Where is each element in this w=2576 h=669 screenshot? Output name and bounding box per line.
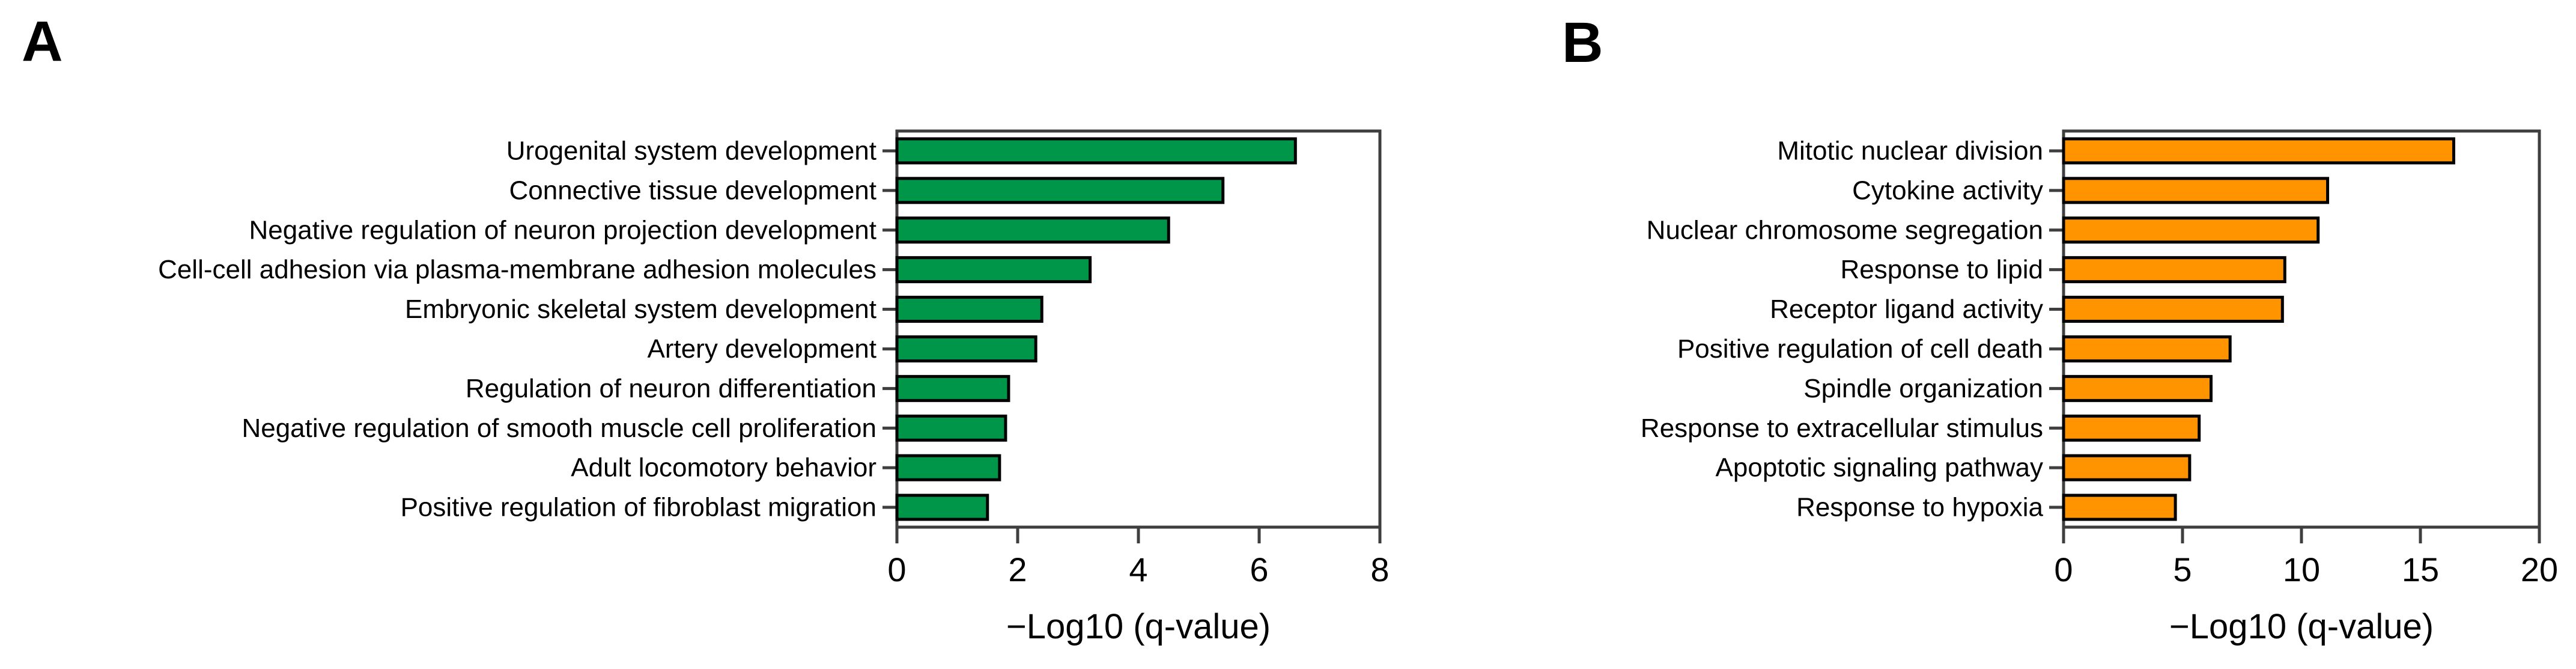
x-tick-label: 6: [1250, 551, 1268, 588]
bar: [895, 335, 1037, 362]
x-tick-label: 15: [2402, 551, 2439, 588]
bar: [895, 137, 1297, 165]
category-label: Mitotic nuclear division: [1777, 136, 2043, 165]
x-tick-label: 0: [887, 551, 906, 588]
bar: [895, 177, 1225, 204]
x-axis-title: −Log10 (q-value): [2169, 607, 2434, 646]
panel-a-chart: Urogenital system development Connective …: [158, 129, 1390, 646]
bar: [895, 493, 989, 521]
category-label: Negative regulation of smooth muscle cel…: [242, 414, 876, 443]
bar: [2062, 414, 2201, 442]
category-label: Apoptotic signaling pathway: [1716, 453, 2043, 483]
x-tick-label: 5: [2173, 551, 2192, 588]
x-tick-label: 4: [1129, 551, 1147, 588]
bar: [2062, 296, 2284, 323]
bar: [2062, 454, 2192, 481]
category-label: Positive regulation of cell death: [1677, 334, 2043, 364]
category-label: Cytokine activity: [1852, 176, 2043, 205]
bar: [2062, 335, 2232, 362]
x-tick-label: 10: [2283, 551, 2320, 588]
bar: [895, 256, 1092, 284]
category-label: Artery development: [647, 334, 876, 364]
panel-b-chart: Mitotic nuclear division Cytokine activit…: [1641, 129, 2558, 646]
bar: [895, 216, 1170, 244]
bar: [2062, 137, 2455, 165]
bar: [2062, 256, 2286, 284]
category-label: Adult locomotory behavior: [571, 453, 876, 483]
bar: [2062, 177, 2330, 204]
category-label: Connective tissue development: [509, 176, 876, 205]
bar: [2062, 374, 2213, 402]
category-label: Spindle organization: [1803, 374, 2043, 403]
category-label: Response to lipid: [1840, 255, 2043, 284]
category-label: Positive regulation of fibroblast migrat…: [401, 493, 876, 522]
x-tick-label: 2: [1008, 551, 1027, 588]
category-label: Cell-cell adhesion via plasma-membrane a…: [158, 255, 876, 284]
x-tick-label: 8: [1370, 551, 1389, 588]
category-label: Negative regulation of neuron projection…: [249, 215, 876, 245]
category-label: Embryonic skeletal system development: [405, 295, 876, 324]
x-axis-title: −Log10 (q-value): [1006, 607, 1271, 646]
bar: [895, 414, 1007, 442]
bar: [895, 296, 1043, 323]
x-tick-label: 0: [2054, 551, 2073, 588]
category-label: Regulation of neuron differentiation: [466, 374, 876, 403]
bar: [2062, 216, 2320, 244]
bar: [895, 454, 1001, 481]
category-label: Urogenital system development: [506, 136, 876, 165]
category-label: Receptor ligand activity: [1770, 295, 2043, 324]
bar: [895, 374, 1010, 402]
category-label: Response to hypoxia: [1796, 493, 2043, 522]
x-tick-label: 20: [2521, 551, 2558, 588]
bar: [2062, 493, 2177, 521]
panels-group: Urogenital system development Connective …: [158, 129, 2558, 646]
panel-label-a: A: [22, 10, 63, 73]
category-label: Nuclear chromosome segregation: [1647, 215, 2043, 245]
panel-label-b: B: [1562, 11, 1603, 75]
category-label: Response to extracellular stimulus: [1641, 414, 2043, 443]
